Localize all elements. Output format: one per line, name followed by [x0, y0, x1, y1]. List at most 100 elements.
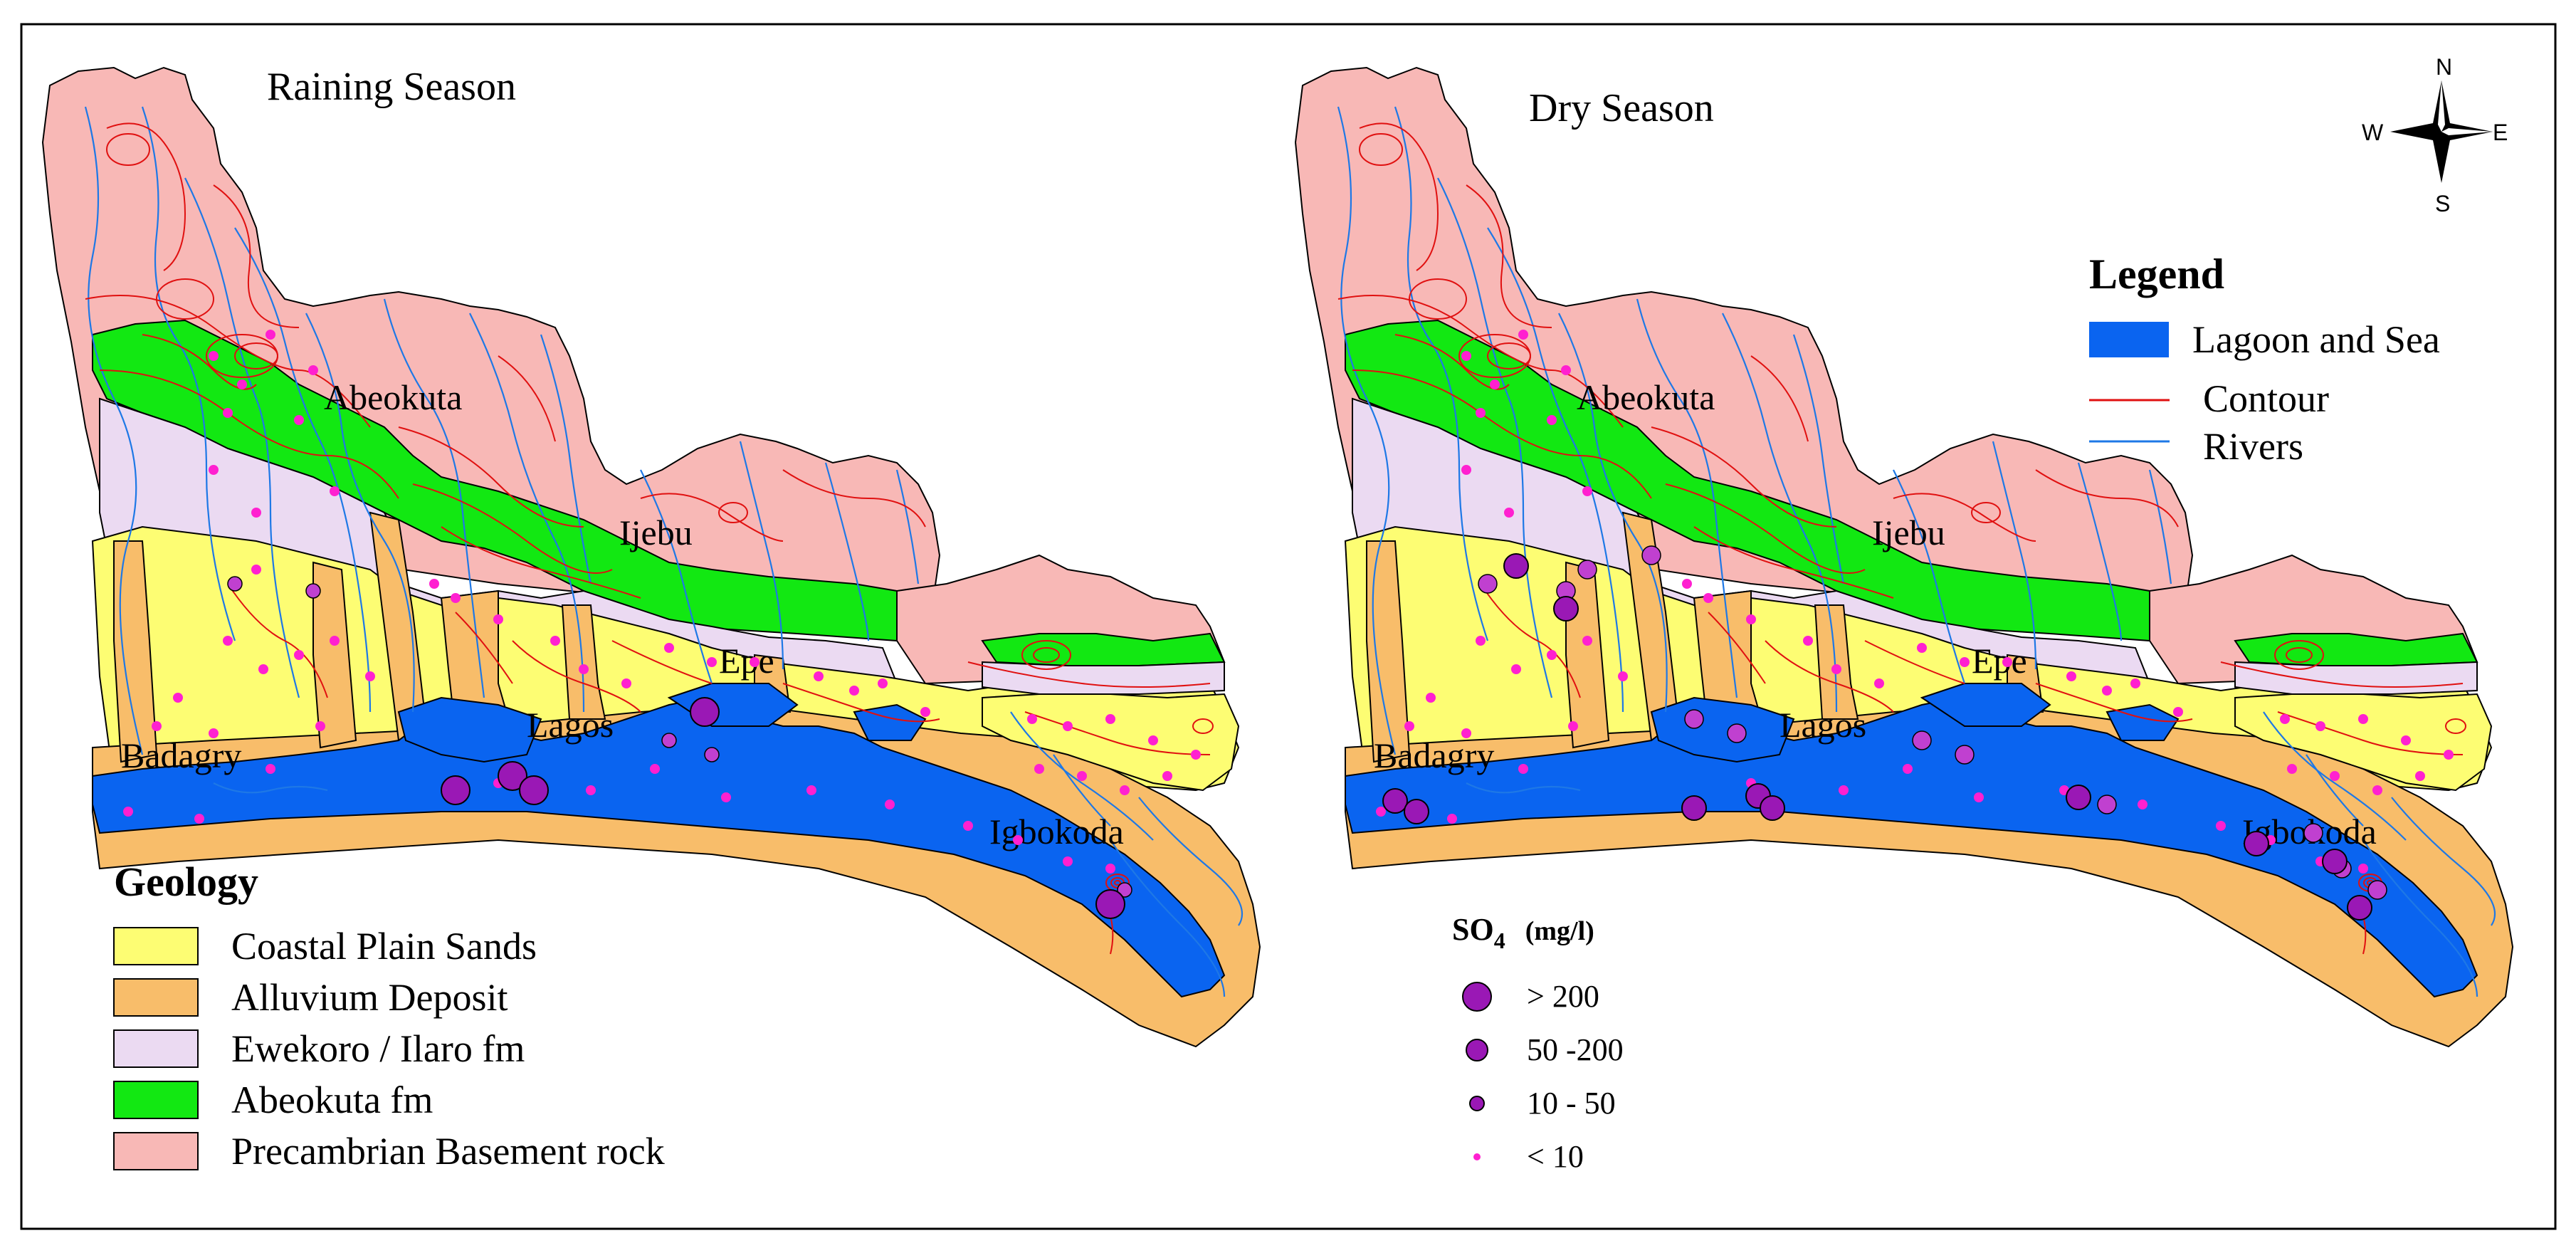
sample-point — [1027, 714, 1037, 724]
sample-point — [704, 747, 720, 762]
sample-point — [330, 636, 340, 646]
sample-point — [1760, 795, 1785, 821]
sample-point — [2315, 721, 2325, 731]
geology-legend: Geology Coastal Plain Sands Alluvium Depo… — [113, 859, 665, 1173]
raining-season-map: Raining Season Abeokuta Ijebu Epe Lagos Bada… — [41, 65, 1261, 1048]
sample-point — [1568, 721, 1578, 731]
sample-point — [750, 657, 759, 667]
sample-point — [2002, 657, 2012, 667]
compass-north: N — [2436, 54, 2452, 80]
dry-season-title: Dry Season — [1529, 86, 1714, 130]
town-label-badagry: Badagry — [1374, 735, 1494, 775]
sample-point — [878, 678, 888, 688]
sample-point — [498, 761, 527, 791]
compass-east: E — [2493, 120, 2508, 145]
sample-point — [1727, 723, 1747, 743]
sample-point — [1682, 579, 1692, 589]
sample-point — [2138, 799, 2147, 809]
legend-label-lagoon: Lagoon and Sea — [2192, 318, 2440, 361]
legend-label-contour: Contour — [2203, 377, 2329, 420]
sample-point — [1518, 330, 1528, 340]
sample-point — [173, 693, 183, 703]
sample-point — [721, 792, 731, 802]
sample-point — [493, 614, 503, 624]
sample-point — [2280, 714, 2290, 724]
north-arrow: N S E W — [2362, 54, 2508, 216]
sample-point — [1874, 678, 1884, 688]
so4-label-1: 50 -200 — [1527, 1032, 1624, 1067]
sample-point — [305, 583, 321, 599]
sample-point — [1461, 728, 1471, 738]
sample-point — [2102, 686, 2112, 696]
dry-season-map: Dry Season AbeokutaIjebuEpeLagosBadagryI… — [1294, 66, 2514, 1048]
sample-point — [1426, 693, 1436, 703]
sample-point — [1547, 415, 1557, 425]
sample-point — [2066, 671, 2076, 681]
so4-symbol-3 — [1473, 1153, 1481, 1160]
sample-point — [1553, 596, 1579, 622]
town-label-ijebu: Ijebu — [619, 513, 693, 552]
town-label-epe: Epe — [1972, 641, 2027, 681]
sample-point — [806, 785, 816, 795]
sample-point — [1746, 614, 1756, 624]
sample-point — [1582, 486, 1592, 496]
sample-point — [1034, 764, 1044, 774]
so4-label-3: < 10 — [1527, 1139, 1584, 1174]
sample-point — [2173, 707, 2183, 717]
sample-point — [1684, 709, 1704, 729]
sample-point — [2244, 831, 2269, 856]
legend-label-rivers: Rivers — [2203, 425, 2303, 468]
so4-label-2: 10 - 50 — [1527, 1086, 1616, 1121]
sample-point — [1447, 814, 1457, 824]
so4-symbol-2 — [1469, 1096, 1485, 1111]
sample-point — [519, 775, 549, 805]
sample-point — [579, 664, 589, 674]
sample-point — [1912, 730, 1932, 750]
sample-point — [2401, 735, 2411, 745]
sample-point — [1120, 785, 1130, 795]
sample-point — [550, 636, 560, 646]
sample-point — [814, 671, 824, 681]
sample-point — [2367, 880, 2387, 900]
map-legend: Legend Lagoon and Sea Contour Rivers — [2089, 251, 2440, 468]
sample-point — [1504, 508, 1514, 518]
sample-point — [194, 814, 204, 824]
sample-point — [1376, 807, 1386, 817]
sample-point — [1831, 664, 1841, 674]
sample-point — [429, 579, 439, 589]
sample-point — [1974, 792, 1984, 802]
sample-point — [266, 330, 275, 340]
sample-point — [209, 465, 219, 475]
sample-point — [2372, 785, 2382, 795]
sample-point — [1839, 785, 1849, 795]
compass-west: W — [2362, 120, 2384, 145]
sample-point — [849, 686, 859, 696]
sample-point — [223, 636, 233, 646]
sample-point — [365, 671, 375, 681]
sample-point — [1461, 465, 1471, 475]
sample-point — [1917, 643, 1927, 653]
town-label-epe: Epe — [719, 641, 774, 681]
legend-swatch-lagoon — [2089, 322, 2169, 357]
sample-point — [1518, 764, 1528, 774]
sample-point — [2130, 678, 2140, 688]
sample-point — [2287, 764, 2297, 774]
sample-point — [223, 408, 233, 418]
sample-point — [1404, 799, 1429, 824]
sample-point — [920, 707, 930, 717]
sample-point — [123, 807, 133, 817]
sample-point — [441, 775, 470, 805]
sample-point — [237, 379, 247, 389]
town-label-lagos: Lagos — [1779, 705, 1866, 745]
sample-point — [1077, 771, 1087, 781]
sample-point — [308, 365, 318, 375]
compass-south: S — [2435, 191, 2450, 216]
town-label-abeokuta: Abeokuta — [324, 377, 462, 417]
sample-point — [1117, 882, 1132, 898]
sample-point — [661, 733, 677, 748]
so4-symbol-0 — [1462, 982, 1492, 1012]
town-label-badagry: Badagry — [121, 735, 241, 775]
geology-label-4: Precambrian Basement rock — [231, 1130, 665, 1173]
sample-point — [1105, 714, 1115, 724]
